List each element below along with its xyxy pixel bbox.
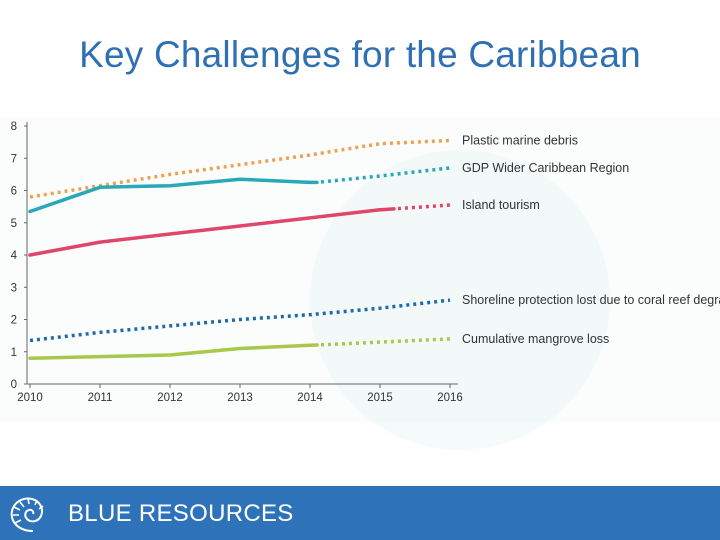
watermark-shell [310, 150, 610, 450]
x-tick-label: 2012 [157, 392, 183, 404]
series-line-dashed [316, 337, 451, 347]
chart-series [28, 138, 451, 360]
series-line-solid [28, 177, 319, 214]
legend-label: Island tourism [462, 198, 540, 212]
chart-legend: Plastic marine debris GDP Wider Caribbean… [462, 134, 720, 346]
slide-title: Key Challenges for the Caribbean [79, 34, 641, 75]
y-tick-label: 3 [11, 282, 17, 294]
legend-label: Shoreline protection lost due to coral r… [462, 293, 720, 307]
x-tick-label: 2013 [227, 392, 253, 404]
legend-label: Plastic marine debris [462, 134, 578, 148]
x-tick-label: 2011 [88, 392, 113, 404]
footer-bar: BLUE RESOURCES [0, 486, 720, 540]
nautilus-shell-icon [10, 497, 44, 532]
series-line-dashed [316, 166, 451, 185]
y-tick-label: 6 [11, 186, 17, 198]
y-tick-label: 1 [11, 347, 17, 359]
series-line-solid [28, 343, 319, 360]
y-tick-label: 0 [11, 379, 17, 391]
line-chart: 0 1 2 3 4 5 6 7 8 2010 2011 2012 2013 2014 2015 2016 Pl… [11, 121, 720, 404]
legend-label: GDP Wider Caribbean Region [462, 161, 629, 175]
series-line-solid [28, 207, 396, 257]
brand-name: BLUE RESOURCES [68, 500, 294, 527]
x-tick-label: 2015 [367, 392, 393, 404]
series-line-dashed [29, 298, 451, 343]
y-tick-label: 7 [11, 153, 17, 165]
x-tick-label: 2014 [297, 392, 323, 404]
legend-label: Cumulative mangrove loss [462, 332, 609, 346]
chart-axes: 0 1 2 3 4 5 6 7 8 2010 2011 2012 2013 2014 2015 2016 [11, 121, 463, 404]
y-tick-label: 4 [11, 250, 18, 262]
y-tick-label: 8 [11, 121, 17, 133]
x-tick-label: 2010 [17, 392, 43, 404]
series-line-dashed [393, 203, 451, 211]
y-tick-label: 5 [11, 218, 17, 230]
y-tick-label: 2 [11, 315, 17, 327]
x-tick-label: 2016 [437, 392, 463, 404]
